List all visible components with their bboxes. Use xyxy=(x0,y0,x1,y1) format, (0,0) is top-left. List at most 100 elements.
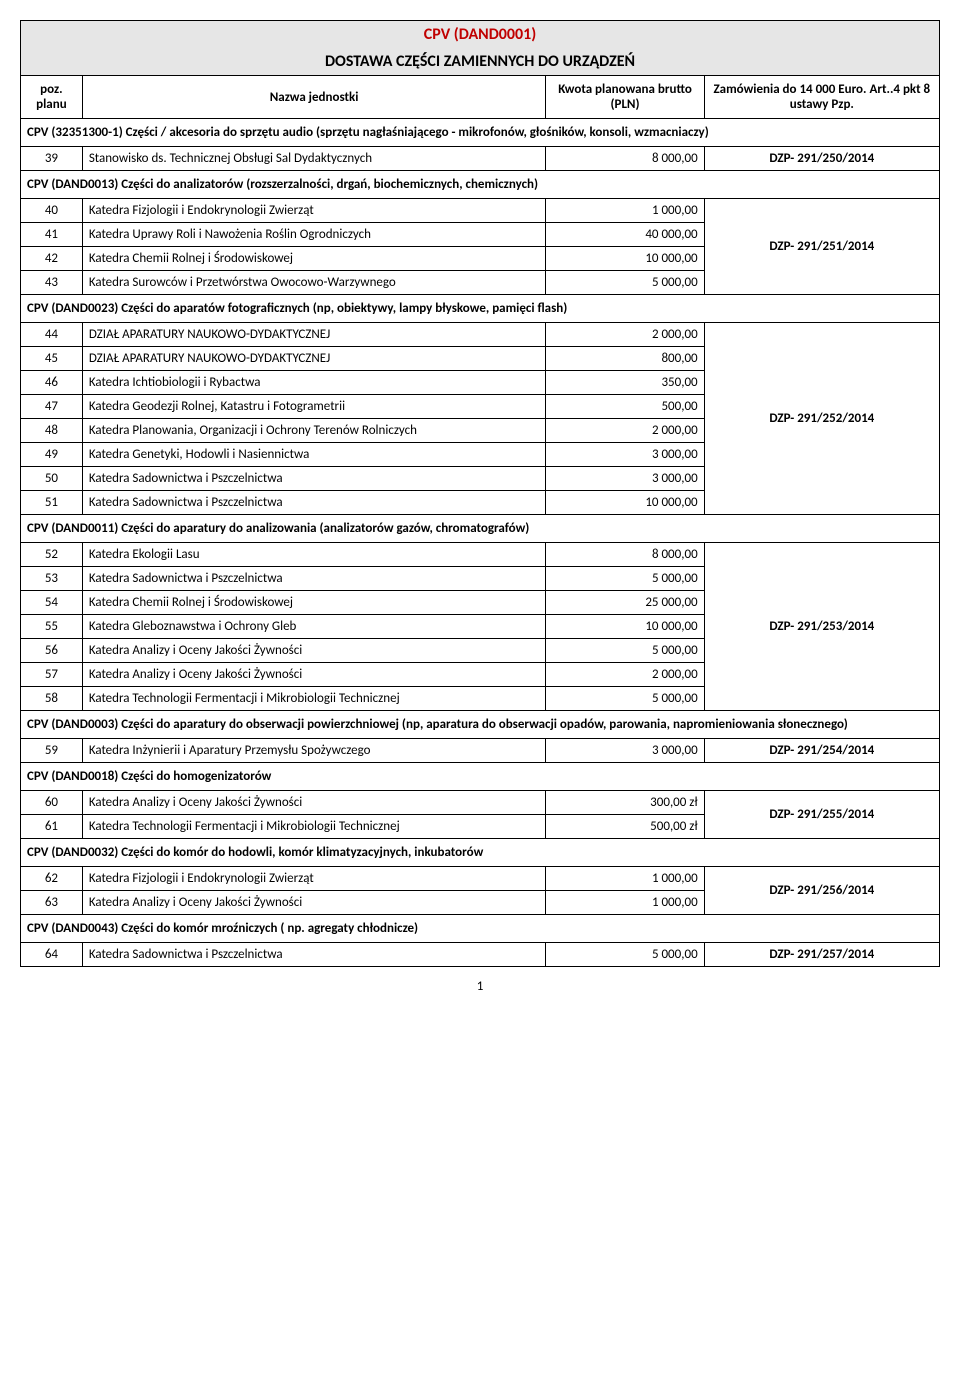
row-amount: 5 000,00 xyxy=(546,943,704,967)
table-row: 64Katedra Sadownictwa i Pszczelnictwa5 0… xyxy=(21,943,940,967)
section-header-row: CPV (DAND0043) Części do komór mroźniczy… xyxy=(21,915,940,943)
row-amount: 2 000,00 xyxy=(546,663,704,687)
section-title: CPV (DAND0013) Części do analizatorów (r… xyxy=(21,171,940,199)
row-unit-name: Stanowisko ds. Technicznej Obsługi Sal D… xyxy=(82,147,546,171)
group-order-number: DZP- 291/251/2014 xyxy=(704,199,939,295)
row-amount: 5 000,00 xyxy=(546,271,704,295)
row-amount: 3 000,00 xyxy=(546,443,704,467)
row-amount: 10 000,00 xyxy=(546,615,704,639)
row-number: 57 xyxy=(21,663,83,687)
row-amount: 500,00 zł xyxy=(546,815,704,839)
row-number: 51 xyxy=(21,491,83,515)
row-amount: 1 000,00 xyxy=(546,891,704,915)
header-amount: Kwota planowana brutto (PLN) xyxy=(546,76,704,119)
row-unit-name: Katedra Chemii Rolnej i Środowiskowej xyxy=(82,591,546,615)
row-number: 55 xyxy=(21,615,83,639)
row-amount: 5 000,00 xyxy=(546,639,704,663)
document-subtitle: DOSTAWA CZĘŚCI ZAMIENNYCH DO URZĄDZEŃ xyxy=(21,48,940,76)
row-number: 48 xyxy=(21,419,83,443)
row-number: 43 xyxy=(21,271,83,295)
section-title: CPV (DAND0018) Części do homogenizatorów xyxy=(21,763,940,791)
row-unit-name: Katedra Ichtiobiologii i Rybactwa xyxy=(82,371,546,395)
section-title: CPV (DAND0043) Części do komór mroźniczy… xyxy=(21,915,940,943)
row-number: 54 xyxy=(21,591,83,615)
row-unit-name: DZIAŁ APARATURY NAUKOWO-DYDAKTYCZNEJ xyxy=(82,347,546,371)
row-amount: 300,00 zł xyxy=(546,791,704,815)
row-amount: 3 000,00 xyxy=(546,739,704,763)
title-row: CPV (DAND0001) xyxy=(21,21,940,49)
section-header-row: CPV (DAND0032) Części do komór do hodowl… xyxy=(21,839,940,867)
row-number: 63 xyxy=(21,891,83,915)
row-unit-name: Katedra Sadownictwa i Pszczelnictwa xyxy=(82,467,546,491)
row-amount: 5 000,00 xyxy=(546,567,704,591)
row-amount: 350,00 xyxy=(546,371,704,395)
row-unit-name: Katedra Technologii Fermentacji i Mikrob… xyxy=(82,687,546,711)
row-amount: 500,00 xyxy=(546,395,704,419)
group-order-number: DZP- 291/255/2014 xyxy=(704,791,939,839)
row-number: 49 xyxy=(21,443,83,467)
table-row: 60Katedra Analizy i Oceny Jakości Żywnoś… xyxy=(21,791,940,815)
row-amount: 2 000,00 xyxy=(546,323,704,347)
row-number: 59 xyxy=(21,739,83,763)
row-unit-name: Katedra Uprawy Roli i Nawożenia Roślin O… xyxy=(82,223,546,247)
group-order-number: DZP- 291/253/2014 xyxy=(704,543,939,711)
section-header-row: CPV (DAND0013) Części do analizatorów (r… xyxy=(21,171,940,199)
row-amount: 1 000,00 xyxy=(546,867,704,891)
row-amount: 25 000,00 xyxy=(546,591,704,615)
subtitle-row: DOSTAWA CZĘŚCI ZAMIENNYCH DO URZĄDZEŃ xyxy=(21,48,940,76)
row-unit-name: Katedra Ekologii Lasu xyxy=(82,543,546,567)
table-row: 44DZIAŁ APARATURY NAUKOWO-DYDAKTYCZNEJ2 … xyxy=(21,323,940,347)
row-unit-name: Katedra Fizjologii i Endokrynologii Zwie… xyxy=(82,199,546,223)
row-number: 58 xyxy=(21,687,83,711)
row-amount: 1 000,00 xyxy=(546,199,704,223)
row-amount: 5 000,00 xyxy=(546,687,704,711)
section-title: CPV (DAND0023) Części do aparatów fotogr… xyxy=(21,295,940,323)
row-number: 50 xyxy=(21,467,83,491)
row-unit-name: Katedra Geodezji Rolnej, Katastru i Foto… xyxy=(82,395,546,419)
row-unit-name: Katedra Analizy i Oceny Jakości Żywności xyxy=(82,891,546,915)
table-row: 40Katedra Fizjologii i Endokrynologii Zw… xyxy=(21,199,940,223)
main-table: CPV (DAND0001) DOSTAWA CZĘŚCI ZAMIENNYCH… xyxy=(20,20,940,967)
group-order-number: DZP- 291/252/2014 xyxy=(704,323,939,515)
section-title: CPV (DAND0011) Części do aparatury do an… xyxy=(21,515,940,543)
row-unit-name: Katedra Sadownictwa i Pszczelnictwa xyxy=(82,943,546,967)
section-title: CPV (DAND0032) Części do komór do hodowl… xyxy=(21,839,940,867)
row-unit-name: Katedra Analizy i Oceny Jakości Żywności xyxy=(82,639,546,663)
row-amount: 10 000,00 xyxy=(546,247,704,271)
section-title: CPV (DAND0003) Części do aparatury do ob… xyxy=(21,711,940,739)
section-header-row: CPV (DAND0018) Części do homogenizatorów xyxy=(21,763,940,791)
row-unit-name: Katedra Analizy i Oceny Jakości Żywności xyxy=(82,791,546,815)
row-number: 47 xyxy=(21,395,83,419)
row-unit-name: Katedra Chemii Rolnej i Środowiskowej xyxy=(82,247,546,271)
row-number: 39 xyxy=(21,147,83,171)
row-number: 60 xyxy=(21,791,83,815)
row-unit-name: Katedra Sadownictwa i Pszczelnictwa xyxy=(82,491,546,515)
row-number: 52 xyxy=(21,543,83,567)
row-unit-name: Katedra Inżynierii i Aparatury Przemysłu… xyxy=(82,739,546,763)
row-unit-name: Katedra Planowania, Organizacji i Ochron… xyxy=(82,419,546,443)
row-number: 56 xyxy=(21,639,83,663)
row-unit-name: Katedra Genetyki, Hodowli i Nasiennictwa xyxy=(82,443,546,467)
row-amount: 800,00 xyxy=(546,347,704,371)
row-number: 62 xyxy=(21,867,83,891)
section-header-row: CPV (DAND0023) Części do aparatów fotogr… xyxy=(21,295,940,323)
section-header-row: CPV (DAND0003) Części do aparatury do ob… xyxy=(21,711,940,739)
table-row: 59Katedra Inżynierii i Aparatury Przemys… xyxy=(21,739,940,763)
table-row: 39Stanowisko ds. Technicznej Obsługi Sal… xyxy=(21,147,940,171)
row-amount: 8 000,00 xyxy=(546,543,704,567)
document-title: CPV (DAND0001) xyxy=(21,21,940,49)
row-amount: 40 000,00 xyxy=(546,223,704,247)
row-number: 61 xyxy=(21,815,83,839)
table-row: 62Katedra Fizjologii i Endokrynologii Zw… xyxy=(21,867,940,891)
row-unit-name: Katedra Sadownictwa i Pszczelnictwa xyxy=(82,567,546,591)
row-unit-name: DZIAŁ APARATURY NAUKOWO-DYDAKTYCZNEJ xyxy=(82,323,546,347)
row-order-number: DZP- 291/257/2014 xyxy=(704,943,939,967)
column-headers: poz. planu Nazwa jednostki Kwota planowa… xyxy=(21,76,940,119)
row-number: 46 xyxy=(21,371,83,395)
header-name: Nazwa jednostki xyxy=(82,76,546,119)
section-header-row: CPV (32351300-1) Części / akcesoria do s… xyxy=(21,119,940,147)
row-amount: 2 000,00 xyxy=(546,419,704,443)
row-number: 41 xyxy=(21,223,83,247)
section-header-row: CPV (DAND0011) Części do aparatury do an… xyxy=(21,515,940,543)
row-unit-name: Katedra Fizjologii i Endokrynologii Zwie… xyxy=(82,867,546,891)
